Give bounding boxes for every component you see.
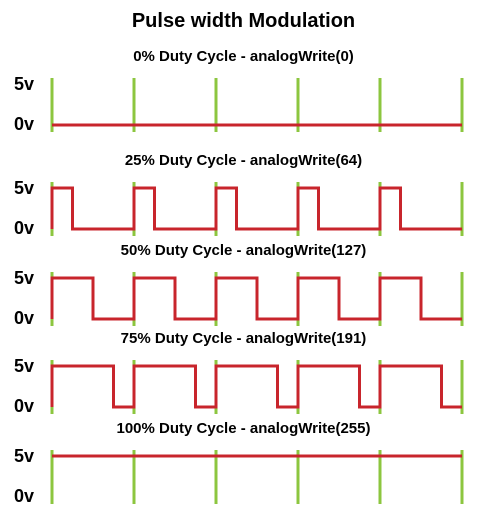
high-level-label: 5v: [14, 178, 35, 198]
waveform-plot: [50, 78, 464, 132]
panel-title: 100% Duty Cycle - analogWrite(255): [116, 420, 371, 437]
pwm-panel-0-percent: 0% Duty Cycle - analogWrite(0) 5v 0v: [0, 48, 487, 138]
pwm-signal-line: [50, 276, 462, 321]
waveform-plot: [50, 272, 464, 326]
high-level-label: 5v: [14, 356, 35, 376]
high-level-label: 5v: [14, 74, 35, 94]
high-level-label: 5v: [14, 446, 35, 466]
low-level-label: 0v: [14, 396, 35, 416]
low-level-label: 0v: [14, 486, 35, 506]
waveform-plot: [50, 360, 464, 414]
waveform-plot: [50, 182, 464, 236]
panel-title: 50% Duty Cycle - analogWrite(127): [120, 242, 367, 259]
pwm-panel-100-percent: 100% Duty Cycle - analogWrite(255) 5v 0v: [0, 420, 487, 510]
low-level-label: 0v: [14, 114, 35, 134]
pwm-signal-line: [50, 364, 462, 409]
waveform-plot: [50, 450, 464, 504]
pwm-panel-25-percent: 25% Duty Cycle - analogWrite(64) 5v 0v: [0, 152, 487, 242]
panel-title: 0% Duty Cycle - analogWrite(0): [133, 48, 354, 65]
diagram-title: Pulse width Modulation: [131, 10, 356, 32]
panel-title: 75% Duty Cycle - analogWrite(191): [120, 330, 367, 347]
panel-title: 25% Duty Cycle - analogWrite(64): [124, 152, 363, 169]
pwm-panel-50-percent: 50% Duty Cycle - analogWrite(127) 5v 0v: [0, 242, 487, 332]
pwm-signal-line: [50, 186, 462, 231]
pwm-panel-75-percent: 75% Duty Cycle - analogWrite(191) 5v 0v: [0, 330, 487, 420]
low-level-label: 0v: [14, 308, 35, 328]
low-level-label: 0v: [14, 218, 35, 238]
high-level-label: 5v: [14, 268, 35, 288]
